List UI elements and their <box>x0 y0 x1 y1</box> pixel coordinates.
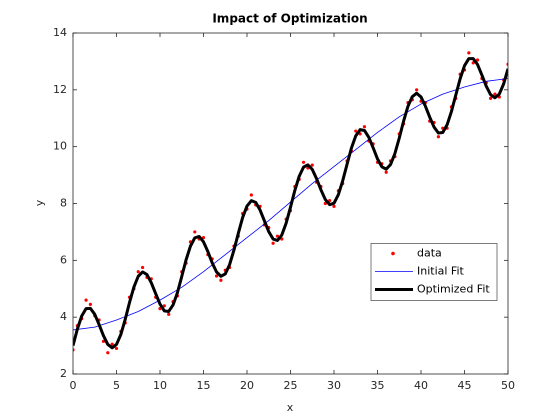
data-point <box>301 160 306 164</box>
x-tick-label: 45 <box>458 379 472 392</box>
data-point <box>106 351 110 355</box>
y-tick-label: 8 <box>60 197 67 210</box>
data-point <box>162 304 166 308</box>
data-point <box>110 342 114 346</box>
legend-label: Optimized Fit <box>417 283 490 296</box>
x-tick-label: 35 <box>371 379 385 392</box>
data-point <box>271 241 275 245</box>
data-point <box>84 298 88 302</box>
x-tick-label: 10 <box>153 379 167 392</box>
data-point <box>415 88 419 92</box>
data-point <box>193 230 197 234</box>
x-tick-label: 40 <box>414 379 428 392</box>
y-tick-label: 12 <box>53 83 67 96</box>
data-point <box>354 129 358 133</box>
x-tick-label: 15 <box>197 379 211 392</box>
plot-marks <box>73 51 508 355</box>
y-tick-label: 10 <box>53 140 67 153</box>
data-point <box>141 265 145 270</box>
data-point <box>384 170 388 174</box>
data-point <box>114 346 119 351</box>
data-point <box>362 125 367 129</box>
x-tick-label: 25 <box>284 379 298 392</box>
x-tick-label: 30 <box>327 379 341 392</box>
data-point <box>136 270 140 274</box>
x-axis-label: x <box>287 401 294 414</box>
data-point <box>493 92 497 96</box>
data-point <box>310 163 314 167</box>
data-point <box>249 193 253 197</box>
data-point <box>219 278 223 282</box>
data-point <box>475 58 480 62</box>
y-tick-label: 2 <box>60 367 67 380</box>
fit-line <box>73 57 508 350</box>
data-point <box>489 96 493 100</box>
legend-label: Initial Fit <box>417 265 465 278</box>
data-point <box>332 204 336 208</box>
legend-marker <box>391 251 395 256</box>
x-tick-label: 5 <box>113 379 120 392</box>
data-point <box>201 236 206 240</box>
y-tick-label: 4 <box>60 310 67 323</box>
data-point <box>167 312 171 316</box>
legend: data Initial Fit Optimized Fit <box>370 243 498 301</box>
legend-label: data <box>417 247 442 260</box>
data-point <box>467 51 471 55</box>
data-point <box>214 274 219 278</box>
y-tick-label: 14 <box>53 26 67 39</box>
x-tick-label: 20 <box>240 379 254 392</box>
data-point <box>275 234 280 238</box>
data-point <box>436 135 440 139</box>
x-tick-label: 0 <box>70 379 77 392</box>
y-axis-label: y <box>33 199 46 206</box>
chart-title: Impact of Optimization <box>212 12 367 26</box>
data-point <box>88 302 92 306</box>
y-tick-label: 6 <box>60 253 67 266</box>
x-tick-label: 50 <box>501 379 515 392</box>
